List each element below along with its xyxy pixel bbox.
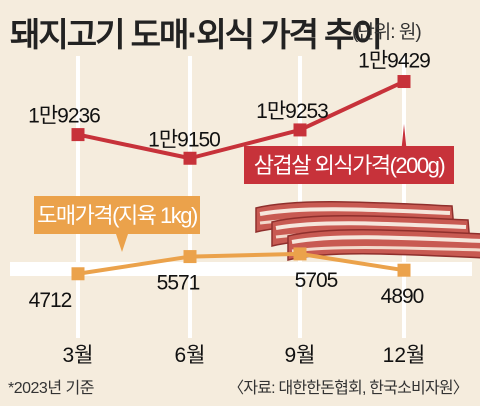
wholesale-point-3 <box>397 263 411 277</box>
pork-fat-0a <box>259 207 451 216</box>
footnote: *2023년 기준 <box>8 380 94 397</box>
chart-title: 돼지고기 도매·외식 가격 추이 <box>10 16 383 53</box>
wholesale-data-label-2: 5705 <box>295 269 338 292</box>
retail-point-2 <box>293 123 307 137</box>
wholesale-data-label-1: 5571 <box>157 272 200 295</box>
x-tick-label-3: 12월 <box>383 344 426 367</box>
wholesale-point-0 <box>71 267 85 281</box>
wholesale-line <box>77 251 405 276</box>
pork-fat-1a <box>275 221 467 230</box>
retail-point-3 <box>397 75 411 89</box>
legend-wholesale-pointer <box>116 234 128 252</box>
pork-fat-2a <box>291 235 480 244</box>
retail-data-label-1: 1만9150 <box>148 128 220 151</box>
pork-belly-illustration <box>255 200 480 261</box>
x-tick-label-1: 6월 <box>175 344 206 367</box>
legend-retail-label: 삼겹살 외식가격(200g) <box>254 153 445 178</box>
legend-retail-pointer <box>398 124 410 184</box>
x-tick-label-0: 3월 <box>63 344 94 367</box>
retail-data-label-2: 1만9253 <box>256 100 328 123</box>
wholesale-data-label-3: 4890 <box>381 285 424 308</box>
legend-retail-box <box>244 146 454 184</box>
header: 돼지고기 도매·외식 가격 추이 (단위: 원) <box>0 0 480 62</box>
wholesale-data-label-0: 4712 <box>29 289 72 312</box>
retail-data-label-0: 1만9236 <box>28 105 100 128</box>
unit-label: (단위: 원) <box>352 22 422 43</box>
wholesale-point-1 <box>183 250 197 264</box>
legend-wholesale-box <box>34 196 200 234</box>
retail-point-1 <box>183 151 197 165</box>
legend-wholesale-label: 도매가격(지육 1kg) <box>37 203 197 228</box>
wholesale-point-2 <box>293 247 307 261</box>
retail-line <box>77 79 405 161</box>
x-tick-label-2: 9월 <box>285 344 316 367</box>
pork-fat-2b <box>291 245 480 253</box>
retail-data-label-3: 1만9429 <box>358 50 430 73</box>
retail-point-0 <box>71 128 85 142</box>
source-note: 〈자료: 대한한돈협회, 한국소비자원〉 <box>228 380 469 397</box>
